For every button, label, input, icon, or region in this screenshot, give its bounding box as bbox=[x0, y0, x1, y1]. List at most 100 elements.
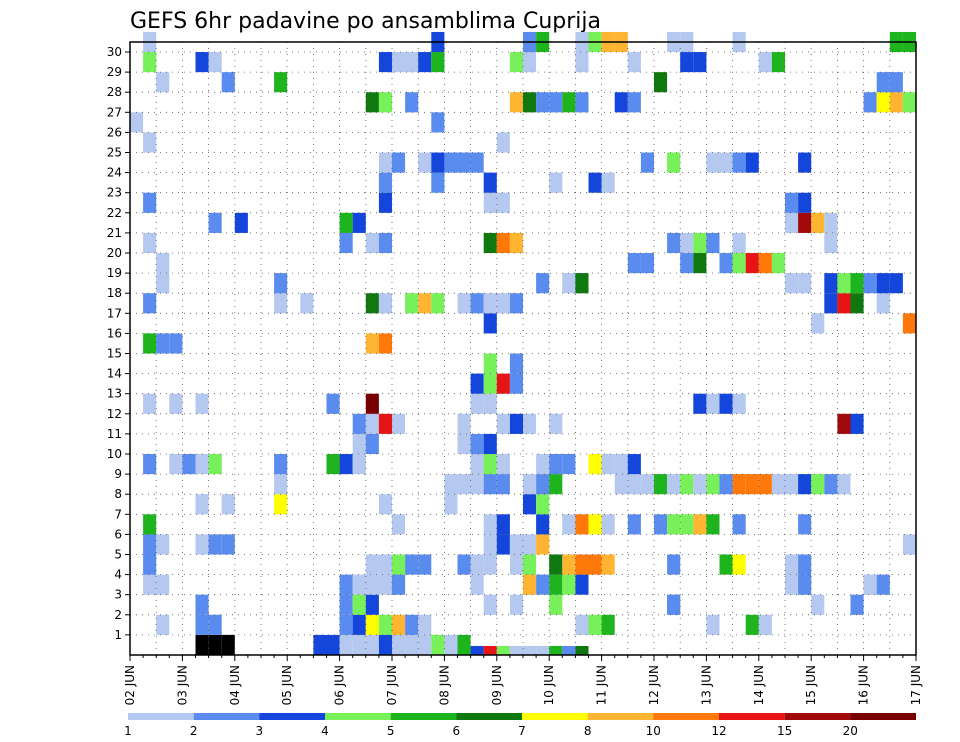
heatmap-cell bbox=[745, 152, 759, 173]
heatmap-cell bbox=[483, 172, 497, 193]
heatmap-cell bbox=[732, 152, 746, 173]
heatmap-cell bbox=[405, 554, 419, 575]
heatmap-cell bbox=[876, 574, 890, 595]
heatmap-cell bbox=[667, 232, 681, 254]
heatmap-cell bbox=[523, 52, 537, 73]
heatmap-cell bbox=[169, 333, 183, 354]
x-tick-label: 15 JUN bbox=[804, 665, 818, 705]
heatmap-cell bbox=[785, 273, 799, 294]
heatmap-cell bbox=[601, 554, 615, 575]
heatmap-cell bbox=[654, 514, 668, 535]
heatmap-cell bbox=[798, 514, 812, 535]
heatmap-cell bbox=[811, 594, 825, 615]
heatmap-cell bbox=[378, 634, 392, 655]
heatmap-cell bbox=[444, 494, 458, 515]
heatmap-cell bbox=[365, 614, 379, 635]
heatmap-cell bbox=[483, 313, 497, 334]
heatmap-cell bbox=[575, 614, 589, 635]
heatmap-cell bbox=[470, 554, 484, 575]
heatmap-cell bbox=[732, 253, 746, 274]
heatmap-cell bbox=[470, 393, 484, 414]
heatmap-cell bbox=[470, 373, 484, 394]
heatmap-cell bbox=[523, 534, 537, 555]
heatmap-cell bbox=[496, 132, 510, 153]
heatmap-cell bbox=[405, 634, 419, 655]
x-tick-label: 16 JUN bbox=[857, 665, 871, 705]
heatmap-cell bbox=[392, 413, 406, 434]
heatmap-cell bbox=[339, 614, 353, 635]
heatmap-cell bbox=[837, 413, 851, 434]
heatmap-cell bbox=[732, 232, 746, 254]
y-tick-label: 24 bbox=[107, 166, 122, 180]
heatmap-cell bbox=[326, 393, 340, 414]
heatmap-cell bbox=[365, 333, 379, 354]
y-tick-label: 30 bbox=[107, 45, 122, 59]
colorbar-swatch bbox=[719, 713, 785, 720]
heatmap-cell bbox=[575, 514, 589, 535]
heatmap-cell bbox=[588, 454, 602, 475]
heatmap-cell bbox=[523, 413, 537, 434]
heatmap-cell bbox=[169, 454, 183, 475]
colorbar-label: 3 bbox=[255, 724, 263, 738]
y-tick-label: 7 bbox=[114, 507, 122, 521]
heatmap-cell bbox=[680, 52, 694, 73]
heatmap-cell bbox=[758, 614, 772, 635]
heatmap-cell bbox=[680, 232, 694, 254]
heatmap-cell bbox=[274, 454, 288, 475]
heatmap-cell bbox=[719, 253, 733, 274]
heatmap-cell bbox=[523, 574, 537, 595]
heatmap-cell bbox=[470, 433, 484, 455]
y-tick-label: 5 bbox=[114, 548, 122, 562]
heatmap-cell bbox=[798, 212, 812, 233]
heatmap-cell bbox=[405, 293, 419, 314]
heatmap-cell bbox=[824, 212, 838, 233]
heatmap-cell bbox=[195, 594, 209, 615]
heatmap-cell bbox=[483, 353, 497, 374]
colorbar-swatch bbox=[128, 713, 194, 720]
heatmap-cell bbox=[706, 514, 720, 535]
heatmap-cell bbox=[523, 554, 537, 575]
x-tick-label: 12 JUN bbox=[647, 665, 661, 705]
heatmap-cell bbox=[785, 574, 799, 595]
heatmap-cell bbox=[156, 253, 170, 274]
heatmap-cell bbox=[798, 273, 812, 294]
heatmap-cell bbox=[483, 474, 497, 495]
colorbar-swatch bbox=[784, 713, 851, 720]
y-tick-label: 26 bbox=[107, 125, 122, 139]
y-tick-label: 14 bbox=[107, 367, 122, 381]
heatmap-cell bbox=[143, 132, 157, 153]
heatmap-cell bbox=[562, 514, 576, 535]
heatmap-cell bbox=[300, 293, 314, 314]
heatmap-cell bbox=[758, 253, 772, 274]
y-tick-label: 2 bbox=[114, 608, 122, 622]
heatmap-cell bbox=[549, 645, 563, 655]
heatmap-cell bbox=[536, 514, 550, 535]
heatmap-cell bbox=[365, 574, 379, 595]
heatmap-cell bbox=[352, 433, 366, 455]
colorbar-label: 8 bbox=[584, 724, 592, 738]
x-tick-label: 06 JUN bbox=[333, 665, 347, 705]
heatmap-cell bbox=[143, 574, 157, 595]
heatmap-cell bbox=[719, 554, 733, 575]
heatmap-cell bbox=[850, 293, 864, 314]
heatmap-cell bbox=[392, 152, 406, 173]
colorbar-swatch bbox=[850, 713, 916, 720]
heatmap-cell bbox=[850, 273, 864, 294]
heatmap-cell bbox=[169, 393, 183, 414]
heatmap-cell bbox=[365, 232, 379, 254]
heatmap-cell bbox=[143, 534, 157, 555]
heatmap-cell bbox=[588, 514, 602, 535]
heatmap-cell bbox=[431, 172, 445, 193]
heatmap-cell bbox=[378, 413, 392, 434]
heatmap-cell bbox=[339, 574, 353, 595]
heatmap-cell bbox=[562, 554, 576, 575]
heatmap-cell bbox=[352, 212, 366, 233]
heatmap-cell bbox=[339, 212, 353, 233]
heatmap-cell bbox=[496, 645, 510, 655]
heatmap-cell bbox=[418, 634, 432, 655]
heatmap-cell bbox=[509, 293, 523, 314]
y-tick-label: 29 bbox=[107, 65, 122, 79]
heatmap-cell bbox=[536, 534, 550, 555]
heatmap-cell bbox=[693, 393, 707, 414]
heatmap-cell bbox=[156, 333, 170, 354]
